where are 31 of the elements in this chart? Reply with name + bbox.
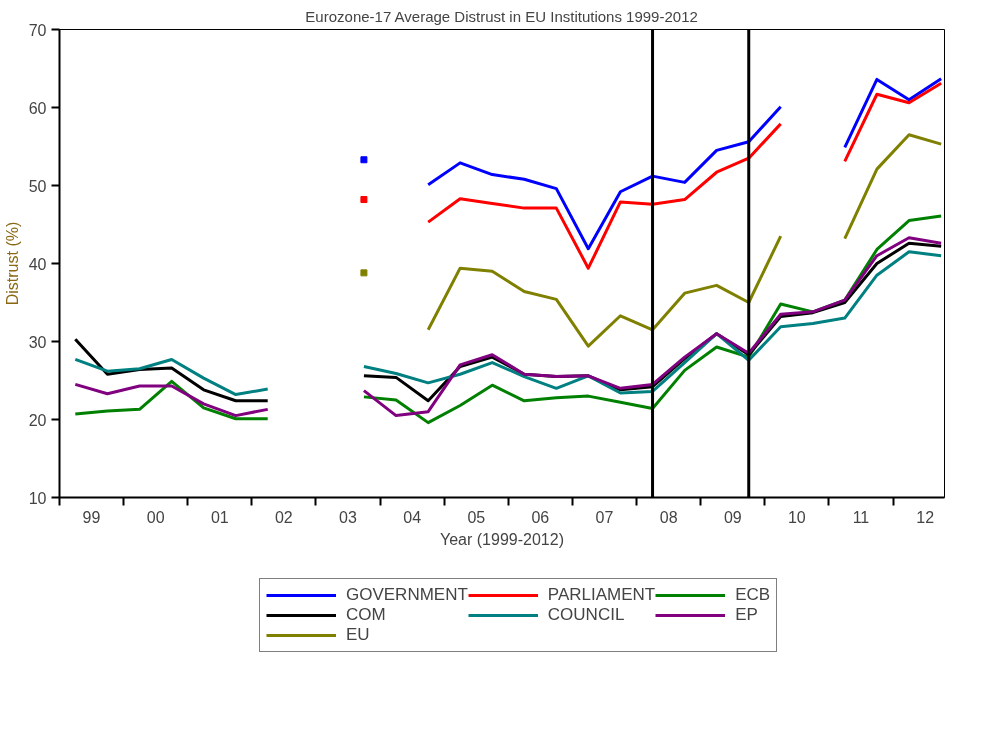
legend-label: EU (346, 625, 370, 645)
y-tick-label: 20 (28, 411, 47, 429)
x-tick-label: 04 (403, 508, 422, 526)
x-axis-title: Year (1999-2012) (440, 530, 564, 548)
legend-label: ECB (735, 585, 771, 605)
x-tick-label: 07 (595, 508, 614, 526)
y-tick-label: 10 (28, 489, 47, 507)
x-tick-label: 99 (82, 508, 101, 526)
chart-title: Eurozone-17 Average Distrust in EU Institutions 1999-2012 (305, 7, 698, 25)
y-tick-label: 60 (28, 99, 47, 117)
x-tick-label: 00 (146, 508, 165, 526)
legend-label: PARLIAMENT (547, 585, 656, 605)
legend-label: COM (346, 605, 386, 625)
x-tick-label: 08 (659, 508, 678, 526)
x-tick-label: 09 (723, 508, 742, 526)
x-tick-label: 12 (916, 508, 935, 526)
legend-label: GOVERNMENT (346, 585, 468, 605)
x-tick-label: 11 (852, 508, 870, 526)
legend-label: EP (735, 605, 758, 625)
x-tick-label: 03 (339, 508, 357, 526)
x-tick-label: 06 (531, 508, 550, 526)
x-tick-label: 01 (210, 508, 229, 526)
legend-label: COUNCIL (547, 605, 625, 625)
y-tick-label: 50 (28, 177, 47, 195)
x-tick-label: 10 (787, 508, 806, 526)
x-tick-label: 02 (274, 508, 293, 526)
y-tick-label: 40 (28, 255, 47, 273)
y-tick-label: 30 (28, 333, 47, 351)
x-tick-label: 05 (467, 508, 486, 526)
y-tick-label: 70 (28, 21, 47, 39)
y-axis-title: Distrust (%) (3, 221, 21, 306)
